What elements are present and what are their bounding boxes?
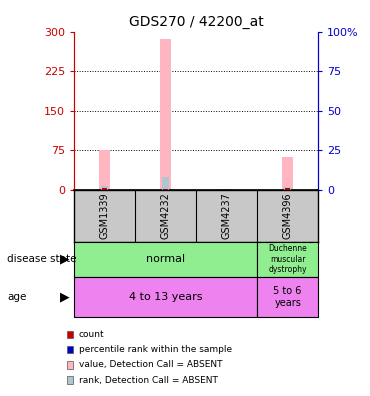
Bar <box>257 242 318 277</box>
Text: ▶: ▶ <box>60 291 70 303</box>
Bar <box>221 189 232 190</box>
Text: GSM4396: GSM4396 <box>283 192 293 239</box>
Bar <box>102 188 107 190</box>
Bar <box>160 38 171 190</box>
Text: 4 to 13 years: 4 to 13 years <box>129 292 202 302</box>
Bar <box>285 187 291 190</box>
Bar <box>101 187 108 190</box>
Title: GDS270 / 42200_at: GDS270 / 42200_at <box>129 15 263 29</box>
Text: GSM1339: GSM1339 <box>100 192 110 239</box>
Bar <box>99 150 110 190</box>
Text: value, Detection Call = ABSENT: value, Detection Call = ABSENT <box>79 360 222 369</box>
Text: GSM4232: GSM4232 <box>161 192 171 239</box>
Text: GSM4237: GSM4237 <box>222 192 232 239</box>
Text: rank, Detection Call = ABSENT: rank, Detection Call = ABSENT <box>79 375 218 385</box>
Bar <box>162 177 169 190</box>
Text: count: count <box>79 330 104 339</box>
Text: 5 to 6
years: 5 to 6 years <box>273 286 302 308</box>
Text: ▶: ▶ <box>60 253 70 266</box>
Text: percentile rank within the sample: percentile rank within the sample <box>79 345 232 354</box>
Bar <box>164 189 168 190</box>
Bar <box>74 277 257 317</box>
Text: age: age <box>7 292 27 302</box>
Text: normal: normal <box>146 254 185 265</box>
Bar <box>282 157 293 190</box>
Bar <box>257 277 318 317</box>
Bar <box>286 188 290 190</box>
Bar <box>74 242 257 277</box>
Text: disease state: disease state <box>7 254 77 265</box>
Text: Duchenne
muscular
dystrophy: Duchenne muscular dystrophy <box>268 244 307 274</box>
